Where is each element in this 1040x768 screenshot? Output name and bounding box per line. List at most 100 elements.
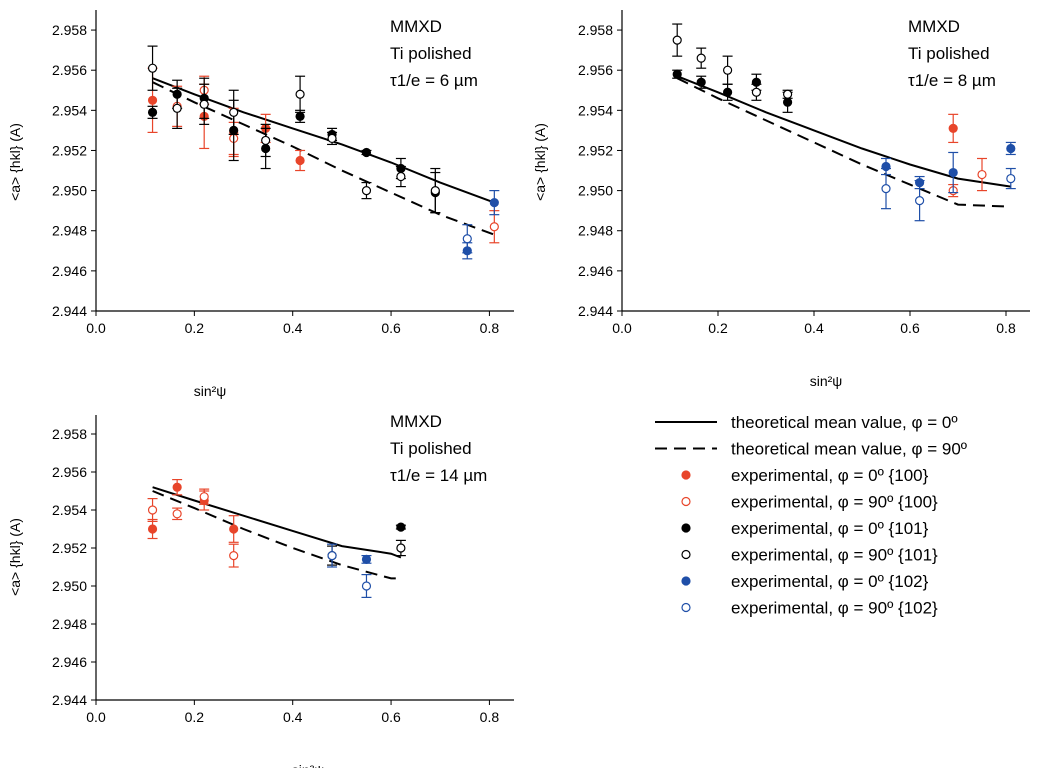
marker	[147, 524, 158, 534]
legend-label: experimental, φ = 0º {101}	[731, 519, 929, 538]
data-point-exp_90_101	[696, 47, 707, 69]
data-point-exp_90_102	[914, 179, 925, 222]
y-axis-label: <a> {hkl} (A)	[7, 123, 23, 201]
data-point-exp_0_100	[147, 518, 158, 540]
y-tick-label: 2.952	[578, 142, 613, 158]
chart-panel-2: 2.944 2.946 2.948 2.950 2.952 2.954 2.956 2.958…	[532, 10, 1030, 389]
y-axis-label: <a> {hkl} (A)	[532, 123, 548, 201]
line-theory_0	[152, 486, 402, 559]
marker	[782, 89, 793, 99]
x-tick-label: 0.4	[283, 320, 303, 336]
data-point-exp_90_102	[361, 573, 372, 599]
x-tick-label: 0.0	[86, 709, 106, 725]
data-point-exp_0_102	[361, 554, 372, 565]
x-axis-label: sin²ψ	[292, 762, 325, 768]
legend: theoretical mean value, φ = 0º theoretica…	[655, 413, 967, 618]
marker	[361, 581, 372, 591]
legend-label: experimental, φ = 90º {100}	[731, 493, 938, 512]
x-tick-label: 0.2	[185, 709, 205, 725]
y-tick-label: 2.956	[52, 464, 87, 480]
y-tick-label: 2.946	[52, 654, 87, 670]
data-point-exp_0_101	[361, 147, 372, 158]
marker	[396, 171, 406, 182]
data-point-exp_0_101	[722, 83, 733, 101]
x-tick-label: 0.4	[283, 709, 303, 725]
data-point-exp_90_101	[295, 75, 306, 113]
data-point-exp_90_101	[361, 181, 372, 200]
marker	[147, 63, 158, 73]
marker	[489, 198, 499, 208]
data-point-exp_0_101	[696, 75, 707, 89]
chart-panel-3: 2.944 2.946 2.948 2.950 2.952 2.954 2.956 2.958…	[7, 412, 514, 768]
data-point-exp_90_102	[881, 167, 891, 210]
annotation-line: Ti polished	[908, 44, 990, 63]
data-point-exp_90_100	[228, 543, 239, 568]
x-tick-label: 0.8	[480, 320, 500, 336]
y-tick-label: 2.948	[578, 223, 613, 239]
legend-item: experimental, φ = 0º {101}	[681, 519, 929, 538]
y-tick-label: 2.948	[52, 616, 87, 632]
data-point-exp_90_101	[722, 55, 733, 85]
x-tick-label: 0.8	[480, 709, 500, 725]
data-point-exp_90_101	[147, 45, 158, 91]
marker	[782, 97, 793, 107]
data-point-exp_90_101	[395, 539, 406, 557]
data-point-exp_0_102	[948, 151, 959, 194]
annotation-line: MMXD	[390, 412, 442, 431]
legend-label: experimental, φ = 90º {102}	[731, 599, 938, 618]
legend-label: theoretical mean value, φ = 90º	[731, 440, 967, 459]
marker	[361, 186, 372, 196]
x-tick-label: 0.0	[86, 320, 106, 336]
marker	[751, 87, 762, 97]
marker	[672, 35, 682, 45]
line-theory_90	[676, 77, 1011, 208]
legend-item: experimental, φ = 0º {102}	[681, 572, 929, 591]
marker	[172, 103, 182, 113]
x-tick-label: 0.6	[381, 709, 401, 725]
chart-panel-1: 2.944 2.946 2.948 2.950 2.952 2.954 2.956 2.958…	[7, 10, 514, 399]
data-point-exp_90_100	[147, 498, 158, 523]
data-point-exp_90_100	[489, 210, 500, 244]
marker	[295, 89, 305, 99]
line-theory_90	[152, 81, 495, 236]
data-point-exp_0_100	[172, 479, 183, 496]
data-point-exp_90_101	[430, 167, 441, 214]
x-tick-label: 0.4	[804, 320, 824, 336]
marker	[948, 123, 958, 133]
legend-marker-swatch	[681, 523, 691, 533]
y-tick-label: 2.950	[52, 578, 87, 594]
marker	[1006, 143, 1016, 154]
marker	[147, 95, 158, 105]
data-point-exp_90_101	[228, 89, 239, 136]
data-point-exp_90_101	[199, 83, 210, 125]
data-point-exp_0_101	[672, 69, 683, 79]
annotation-line: MMXD	[908, 17, 960, 36]
marker	[396, 522, 406, 532]
data-point-exp_90_100	[199, 488, 210, 505]
marker	[462, 234, 472, 244]
data-point-exp_0_100	[228, 515, 239, 543]
marker	[199, 492, 209, 502]
data-point-exp_0_100	[948, 113, 959, 144]
data-point-exp_90_100	[977, 157, 987, 192]
marker	[147, 107, 158, 117]
data-point-exp_90_102	[1005, 167, 1016, 190]
marker	[327, 133, 337, 144]
x-axis-label: sin²ψ	[810, 373, 843, 389]
marker	[147, 505, 158, 515]
y-tick-label: 2.958	[578, 22, 613, 38]
marker	[396, 543, 406, 553]
legend-item: experimental, φ = 0º {100}	[681, 466, 929, 485]
x-tick-label: 0.2	[708, 320, 728, 336]
legend-label: theoretical mean value, φ = 0º	[731, 413, 958, 432]
y-tick-label: 2.946	[52, 263, 87, 279]
marker	[229, 550, 239, 561]
data-point-exp_90_101	[672, 23, 683, 57]
y-tick-label: 2.950	[578, 183, 613, 199]
annotation-line: MMXD	[390, 17, 442, 36]
marker	[1006, 173, 1016, 184]
legend-item: experimental, φ = 90º {100}	[681, 493, 938, 512]
marker	[881, 183, 891, 194]
y-tick-label: 2.956	[578, 62, 613, 78]
y-tick-label: 2.944	[578, 303, 613, 319]
